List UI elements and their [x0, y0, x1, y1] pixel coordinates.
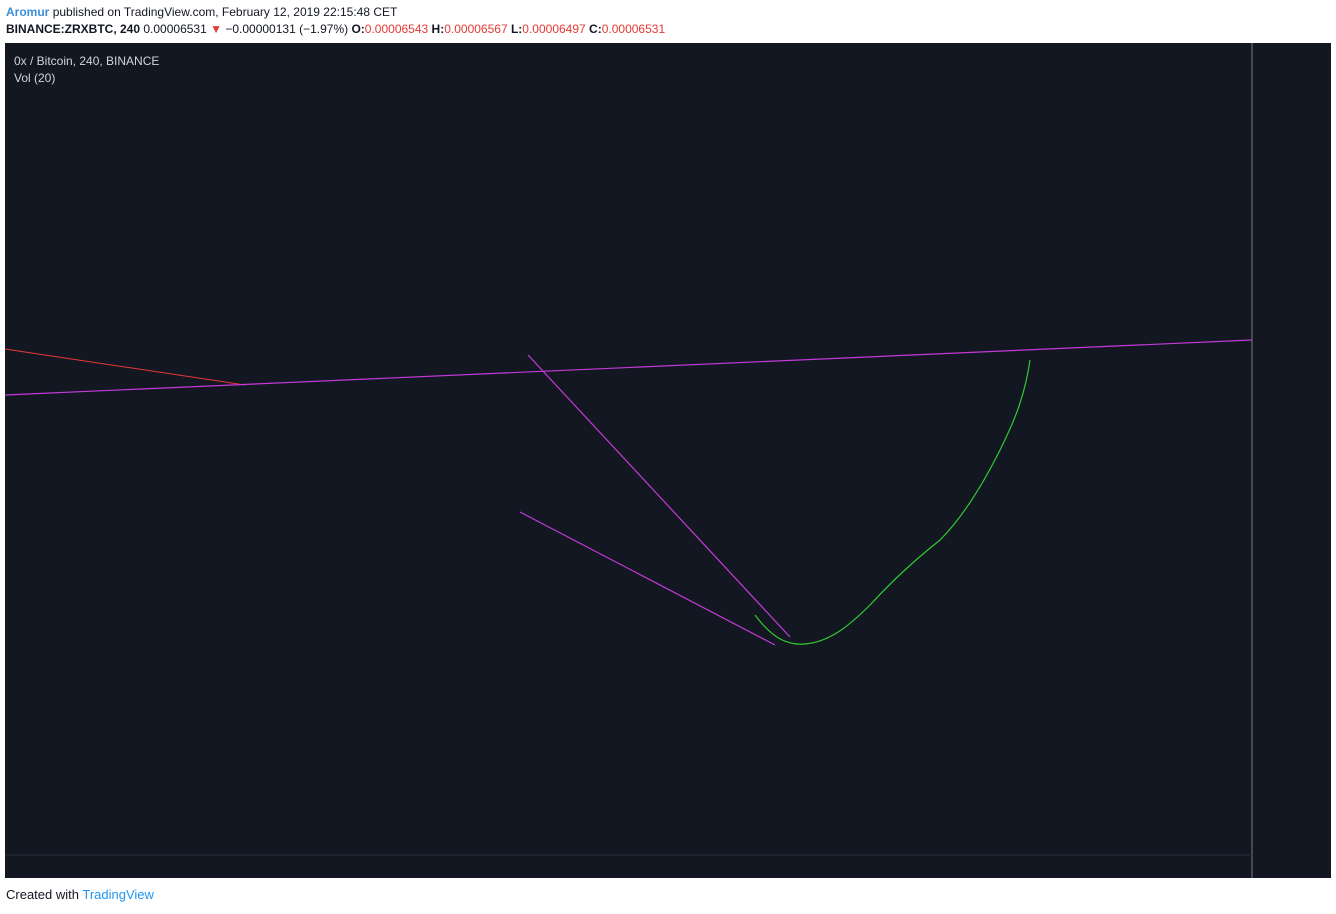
publish-line: Aromur published on TradingView.com, Feb… — [6, 4, 665, 21]
symbol: BINANCE:ZRXBTC, 240 — [6, 22, 141, 36]
chart-title: 0x / Bitcoin, 240, BINANCE — [14, 54, 159, 68]
c: 0.00006531 — [601, 22, 666, 36]
projection-curve — [754, 359, 1031, 645]
header: Aromur published on TradingView.com, Feb… — [6, 4, 665, 38]
symbol-line: BINANCE:ZRXBTC, 240 0.00006531 ▼ −0.0000… — [6, 21, 665, 38]
wedge-upper — [527, 354, 791, 638]
resistance-line — [4, 339, 1253, 396]
h-label: H: — [431, 22, 445, 36]
o-label: O: — [351, 22, 365, 36]
l: 0.00006497 — [522, 22, 586, 36]
o: 0.00006543 — [364, 22, 429, 36]
created: Created with — [6, 887, 79, 902]
arrow: ▼ — [210, 22, 222, 36]
chart-subtitle: Vol (20) — [14, 71, 55, 85]
drawings — [4, 339, 1253, 646]
published: published on TradingView.com, February 1… — [52, 5, 398, 19]
c-label: C: — [589, 22, 602, 36]
h: 0.00006567 — [444, 22, 508, 36]
trend-line — [4, 348, 246, 386]
author[interactable]: Aromur — [6, 5, 50, 19]
wedge-lower — [519, 511, 776, 646]
l-label: L: — [510, 22, 523, 36]
background — [5, 43, 1331, 878]
chart: 0x / Bitcoin, 240, BINANCE Vol (20) — [4, 43, 1331, 878]
footer: Created with TradingView — [6, 887, 154, 902]
change: −0.00000131 (−1.97%) — [225, 22, 349, 36]
last: 0.00006531 — [143, 22, 207, 36]
brand[interactable]: TradingView — [82, 887, 154, 902]
